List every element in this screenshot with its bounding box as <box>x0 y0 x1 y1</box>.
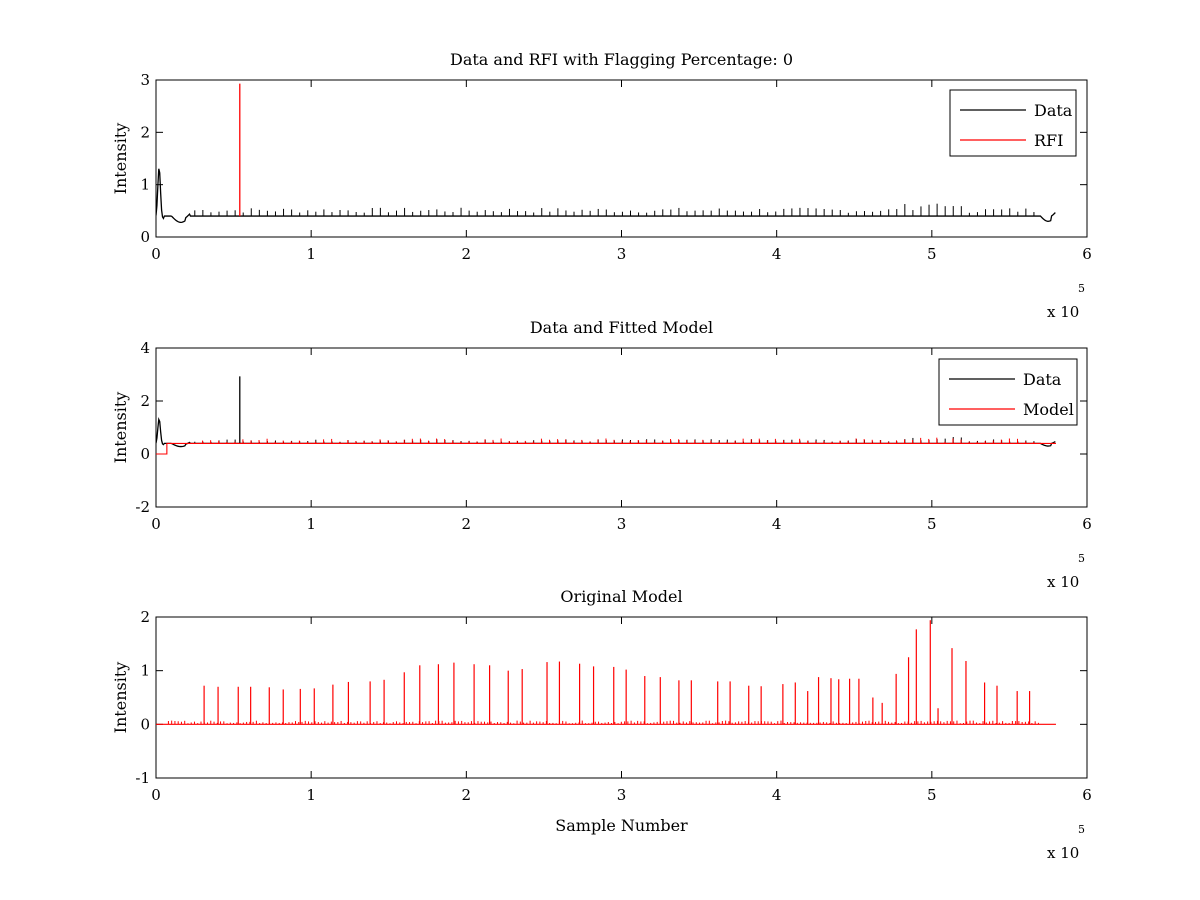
legend-label-rfi: RFI <box>1034 131 1063 150</box>
x-multiplier: x 10 <box>1047 573 1079 591</box>
x-tick-label: 3 <box>617 515 627 533</box>
y-axis-label: Intensity <box>111 123 130 195</box>
x-axis-label: Sample Number <box>555 816 688 835</box>
y-tick-label: 2 <box>140 392 150 410</box>
y-tick-label: 0 <box>140 445 150 463</box>
x-tick-label: 5 <box>927 245 937 263</box>
chart-title: Data and Fitted Model <box>530 318 713 337</box>
x-tick-label: 0 <box>151 786 161 804</box>
legend: Data Model <box>938 358 1078 426</box>
x-multiplier-exponent: 5 <box>1078 282 1085 295</box>
x-tick-label: 1 <box>306 245 316 263</box>
y-tick-label: 0 <box>140 228 150 246</box>
x-tick-label: 1 <box>306 515 316 533</box>
y-tick-label: 3 <box>140 71 150 89</box>
x-tick-label: 6 <box>1082 515 1092 533</box>
x-tick-label: 3 <box>617 786 627 804</box>
plot-area <box>156 83 1056 223</box>
y-tick-label: -1 <box>135 769 150 787</box>
axes-box <box>155 79 1088 238</box>
y-tick-label: 1 <box>140 662 150 680</box>
axes-box <box>155 347 1088 508</box>
x-tick-label: 0 <box>151 515 161 533</box>
y-tick-label: 0 <box>140 715 150 733</box>
x-multiplier: x 10 <box>1047 844 1079 862</box>
legend: Data RFI <box>949 89 1077 157</box>
x-tick-label: 1 <box>306 786 316 804</box>
x-tick-label: 2 <box>462 786 472 804</box>
model-series-line <box>156 442 1056 455</box>
y-axis-label: Intensity <box>111 662 130 734</box>
x-tick-label: 4 <box>772 786 782 804</box>
x-tick-label: 6 <box>1082 786 1092 804</box>
x-multiplier: x 10 <box>1047 303 1079 321</box>
axes-box <box>155 616 1088 779</box>
legend-box <box>938 358 1078 426</box>
legend-label-model: Model <box>1023 400 1074 419</box>
x-multiplier-exponent: 5 <box>1078 823 1085 836</box>
y-tick-label: 4 <box>140 339 150 357</box>
y-tick-label: 2 <box>140 123 150 141</box>
plot-area <box>156 376 1056 455</box>
x-tick-label: 4 <box>772 515 782 533</box>
panel-1: 0 1 2 3 4 5 6 0 1 2 3 Data and RFI with Flagging Pe… <box>111 50 1092 321</box>
chart-title: Original Model <box>560 587 682 606</box>
y-axis-label: Intensity <box>111 392 130 464</box>
x-tick-label: 3 <box>617 245 627 263</box>
legend-label-data: Data <box>1023 370 1062 389</box>
x-tick-label: 2 <box>462 515 472 533</box>
legend-label-data: Data <box>1034 101 1073 120</box>
plot-area <box>156 620 1056 725</box>
y-tick-label: 1 <box>140 176 150 194</box>
data-series-line <box>156 168 1056 223</box>
x-tick-label: 5 <box>927 786 937 804</box>
x-tick-label: 0 <box>151 245 161 263</box>
y-tick-label: 2 <box>140 608 150 626</box>
legend-box <box>949 89 1077 157</box>
x-tick-label: 4 <box>772 245 782 263</box>
x-multiplier-exponent: 5 <box>1078 552 1085 565</box>
y-tick-label: -2 <box>135 498 150 516</box>
chart-title: Data and RFI with Flagging Percentage: 0 <box>450 50 793 69</box>
x-tick-label: 5 <box>927 515 937 533</box>
x-tick-label: 2 <box>462 245 472 263</box>
x-tick-label: 6 <box>1082 245 1092 263</box>
